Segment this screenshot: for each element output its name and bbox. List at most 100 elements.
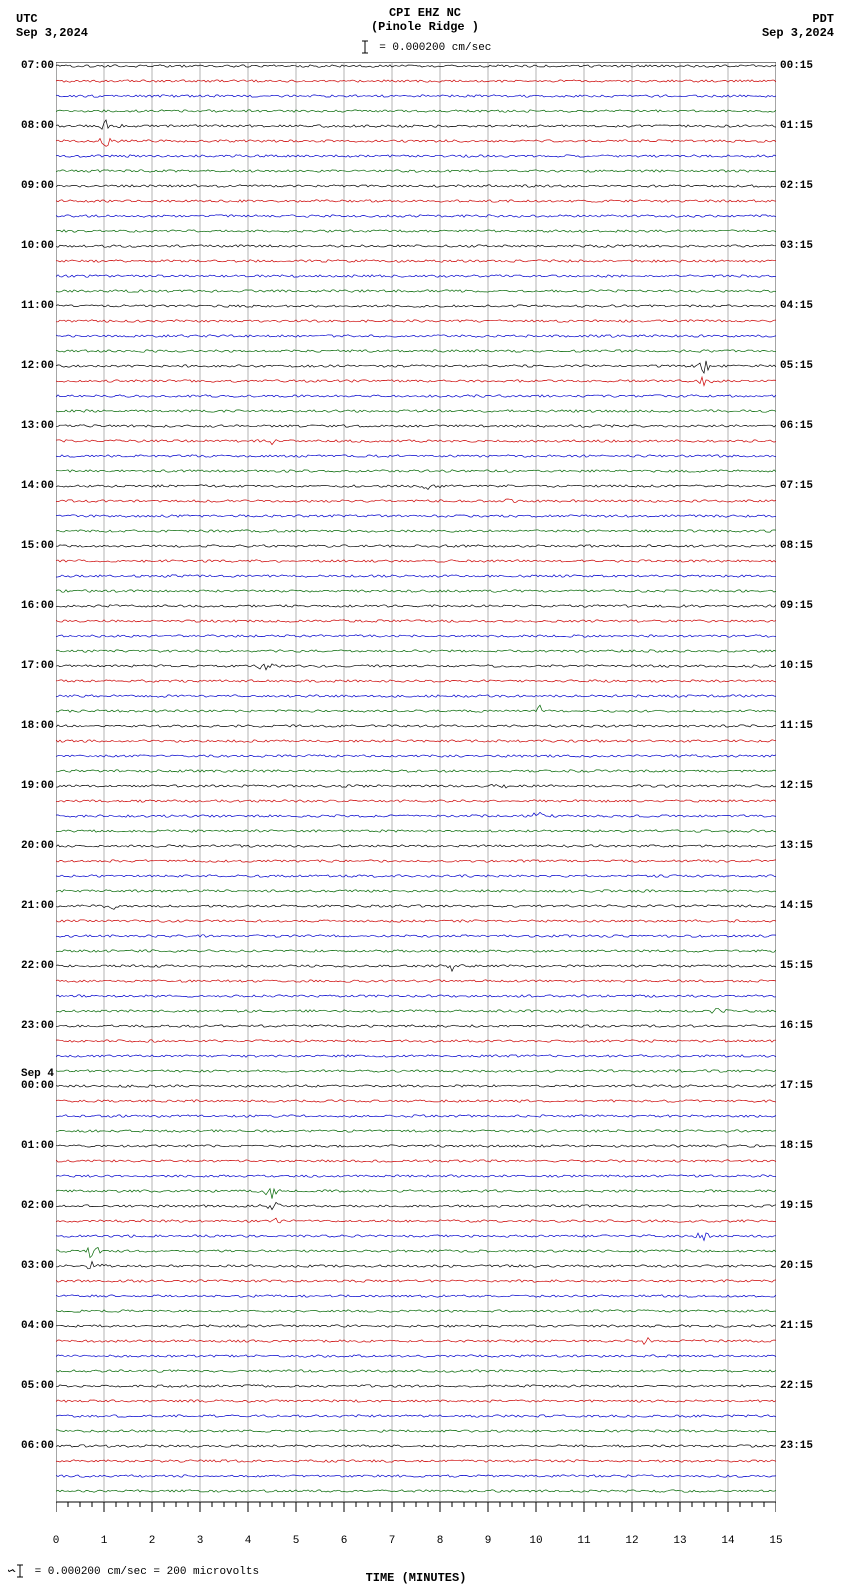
pdt-time-label: 04:15: [780, 300, 813, 312]
seismic-trace: [56, 1233, 776, 1241]
seismic-trace: [56, 575, 776, 577]
x-tick-label: 12: [625, 1535, 638, 1547]
seismic-trace: [56, 705, 776, 712]
seismic-trace: [56, 1400, 776, 1402]
seismic-trace: [56, 1070, 776, 1072]
seismic-trace: [56, 875, 776, 877]
utc-time-label: 12:00: [21, 360, 54, 372]
utc-time-label: 10:00: [21, 240, 54, 252]
seismic-trace: [56, 650, 776, 652]
seismic-trace: [56, 1008, 776, 1013]
utc-time-label: 22:00: [21, 960, 54, 972]
x-tick-label: 7: [389, 1535, 396, 1547]
seismic-trace: [56, 1248, 776, 1258]
seismic-trace: [56, 215, 776, 217]
seismic-trace: [56, 995, 776, 997]
pdt-time-label: 14:15: [780, 900, 813, 912]
seismic-trace: [56, 377, 776, 386]
utc-time-label: 17:00: [21, 660, 54, 672]
x-axis: 0123456789101112131415 TIME (MINUTES): [56, 1502, 776, 1552]
seismic-trace: [56, 200, 776, 202]
utc-time-label: 06:00: [21, 1440, 54, 1452]
seismic-trace: [56, 1355, 776, 1357]
utc-time-label: 16:00: [21, 600, 54, 612]
seismic-trace: [56, 740, 776, 742]
pdt-time-label: 13:15: [780, 840, 813, 852]
seismic-trace: [56, 425, 776, 427]
utc-time-label: 09:00: [21, 180, 54, 192]
utc-time-label: 14:00: [21, 480, 54, 492]
pdt-time-label: 23:15: [780, 1440, 813, 1452]
seismic-trace: [56, 1325, 776, 1327]
x-tick-label: 10: [529, 1535, 542, 1547]
pdt-time-label: 11:15: [780, 720, 813, 732]
station-code: CPI EHZ NC: [0, 6, 850, 20]
seismic-trace: [56, 812, 776, 817]
seismic-trace: [56, 120, 776, 129]
x-tick-label: 5: [293, 1535, 300, 1547]
seismic-trace: [56, 485, 776, 490]
seismic-trace: [56, 1310, 776, 1312]
pdt-label: PDT: [812, 12, 834, 26]
seismic-trace: [56, 620, 776, 622]
x-tick-label: 8: [437, 1535, 444, 1547]
seismic-trace: [56, 361, 776, 373]
seismic-trace: [56, 560, 776, 562]
pdt-time-label: 17:15: [780, 1080, 813, 1092]
seismic-trace: [56, 335, 776, 337]
seismic-trace: [56, 1175, 776, 1177]
seismic-trace: [56, 155, 776, 157]
pdt-time-label: 20:15: [780, 1260, 813, 1272]
pdt-time-label: 08:15: [780, 540, 813, 552]
seismic-trace: [56, 605, 776, 607]
seismic-trace: [56, 830, 776, 832]
seismic-trace: [56, 770, 776, 772]
seismic-trace: [56, 1385, 776, 1387]
seismic-trace: [56, 695, 776, 697]
seismic-trace: [56, 920, 776, 922]
date-change-label: Sep 4: [21, 1068, 54, 1080]
x-tick-label: 3: [197, 1535, 204, 1547]
seismic-trace: [56, 230, 776, 232]
seismogram-svg: [56, 62, 776, 1502]
seismic-trace: [56, 725, 776, 727]
utc-time-label: 05:00: [21, 1380, 54, 1392]
seismic-trace: [56, 440, 776, 445]
seismic-trace: [56, 275, 776, 277]
seismic-trace: [56, 350, 776, 352]
seismic-trace: [56, 1295, 776, 1297]
x-axis-ticks-svg: [56, 1502, 776, 1516]
seismic-trace: [56, 845, 776, 847]
x-tick-label: 4: [245, 1535, 252, 1547]
utc-time-label: 21:00: [21, 900, 54, 912]
seismic-trace: [56, 515, 776, 517]
x-tick-label: 13: [673, 1535, 686, 1547]
footer-scale: = 0.000200 cm/sec = 200 microvolts: [8, 1564, 259, 1578]
pdt-time-label: 01:15: [780, 120, 813, 132]
seismic-trace: [56, 1430, 776, 1432]
seismic-trace: [56, 1085, 776, 1087]
pdt-time-label: 19:15: [780, 1200, 813, 1212]
pdt-time-labels: 00:1501:1502:1503:1504:1505:1506:1507:15…: [780, 62, 840, 1502]
x-tick-label: 14: [721, 1535, 734, 1547]
seismic-trace: [56, 1475, 776, 1477]
x-tick-label: 9: [485, 1535, 492, 1547]
seismic-trace: [56, 1280, 776, 1282]
pdt-time-label: 22:15: [780, 1380, 813, 1392]
utc-time-label: 03:00: [21, 1260, 54, 1272]
utc-time-label: 04:00: [21, 1320, 54, 1332]
seismic-trace: [56, 1160, 776, 1162]
x-tick-label: 6: [341, 1535, 348, 1547]
seismic-trace: [56, 905, 776, 910]
seismic-trace: [56, 890, 776, 892]
seismic-trace: [56, 590, 776, 592]
utc-time-label: 18:00: [21, 720, 54, 732]
seismic-trace: [56, 755, 776, 757]
seismic-trace: [56, 80, 776, 82]
seismic-trace: [56, 1040, 776, 1042]
utc-time-label: 07:00: [21, 60, 54, 72]
pdt-date: Sep 3,2024: [762, 26, 834, 40]
seismic-trace: [56, 455, 776, 457]
seismic-trace: [56, 185, 776, 187]
seismic-trace: [56, 1189, 776, 1199]
